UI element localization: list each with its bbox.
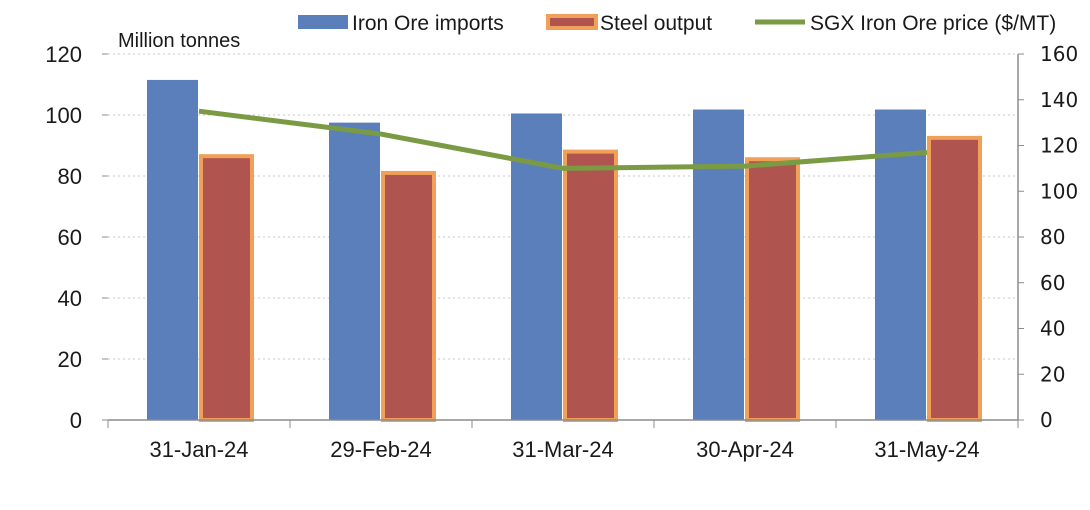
bar-iron-ore-imports <box>147 79 198 421</box>
y-left-tick-label: 80 <box>58 164 82 189</box>
bars <box>147 79 982 423</box>
y-left-tick-label: 0 <box>70 408 82 433</box>
y-right-tick-label: 20 <box>1040 362 1065 386</box>
y-right-tick-label: 60 <box>1040 271 1065 295</box>
y-left-tick-label: 100 <box>45 103 82 128</box>
y-left-tick-label: 40 <box>58 286 82 311</box>
axes <box>102 53 1024 428</box>
legend-swatch-steel <box>546 14 598 30</box>
y-right-tick-label: 160 <box>1040 42 1078 66</box>
y-left-unit-label: Million tonnes <box>118 30 240 52</box>
y-left-tick-label: 60 <box>58 225 82 250</box>
x-category-label: 31-May-24 <box>874 437 979 462</box>
y-right-tick-label: 0 <box>1040 408 1053 432</box>
legend-label-steel: Steel output <box>600 12 712 35</box>
x-category-label: 30-Apr-24 <box>696 437 794 462</box>
legend-swatch-imports <box>298 15 348 29</box>
legend-label-price: SGX Iron Ore price ($/MT) <box>810 12 1056 35</box>
x-category-label: 29-Feb-24 <box>330 437 432 462</box>
bar-steel-output <box>381 170 436 422</box>
y-left-tick-label: 20 <box>58 347 82 372</box>
bar-iron-ore-imports <box>875 109 926 420</box>
legend-label-imports: Iron Ore imports <box>352 12 504 35</box>
y-right-tick-label: 40 <box>1040 317 1065 341</box>
bar-steel-output <box>745 157 800 422</box>
bar-iron-ore-imports <box>693 109 744 420</box>
bar-steel-output <box>927 135 982 422</box>
y-right-tick-label: 80 <box>1040 225 1065 249</box>
bar-iron-ore-imports <box>329 122 380 420</box>
y-right-tick-label: 140 <box>1040 88 1078 112</box>
y-right-tick-label: 100 <box>1040 179 1078 203</box>
x-category-label: 31-Mar-24 <box>512 437 613 462</box>
legend: Iron Ore imports Steel output SGX Iron Ore… <box>298 12 1056 35</box>
x-category-label: 31-Jan-24 <box>149 437 248 462</box>
y-left-tick-label: 120 <box>45 42 82 67</box>
tick-labels: 0 20 40 60 80 100 120 0 20 40 60 80 100 120 140 160 31-J… <box>45 42 1078 462</box>
bar-steel-output <box>563 149 618 422</box>
bar-steel-output <box>199 154 254 423</box>
y-right-tick-label: 120 <box>1040 134 1078 158</box>
price-line <box>198 108 928 171</box>
